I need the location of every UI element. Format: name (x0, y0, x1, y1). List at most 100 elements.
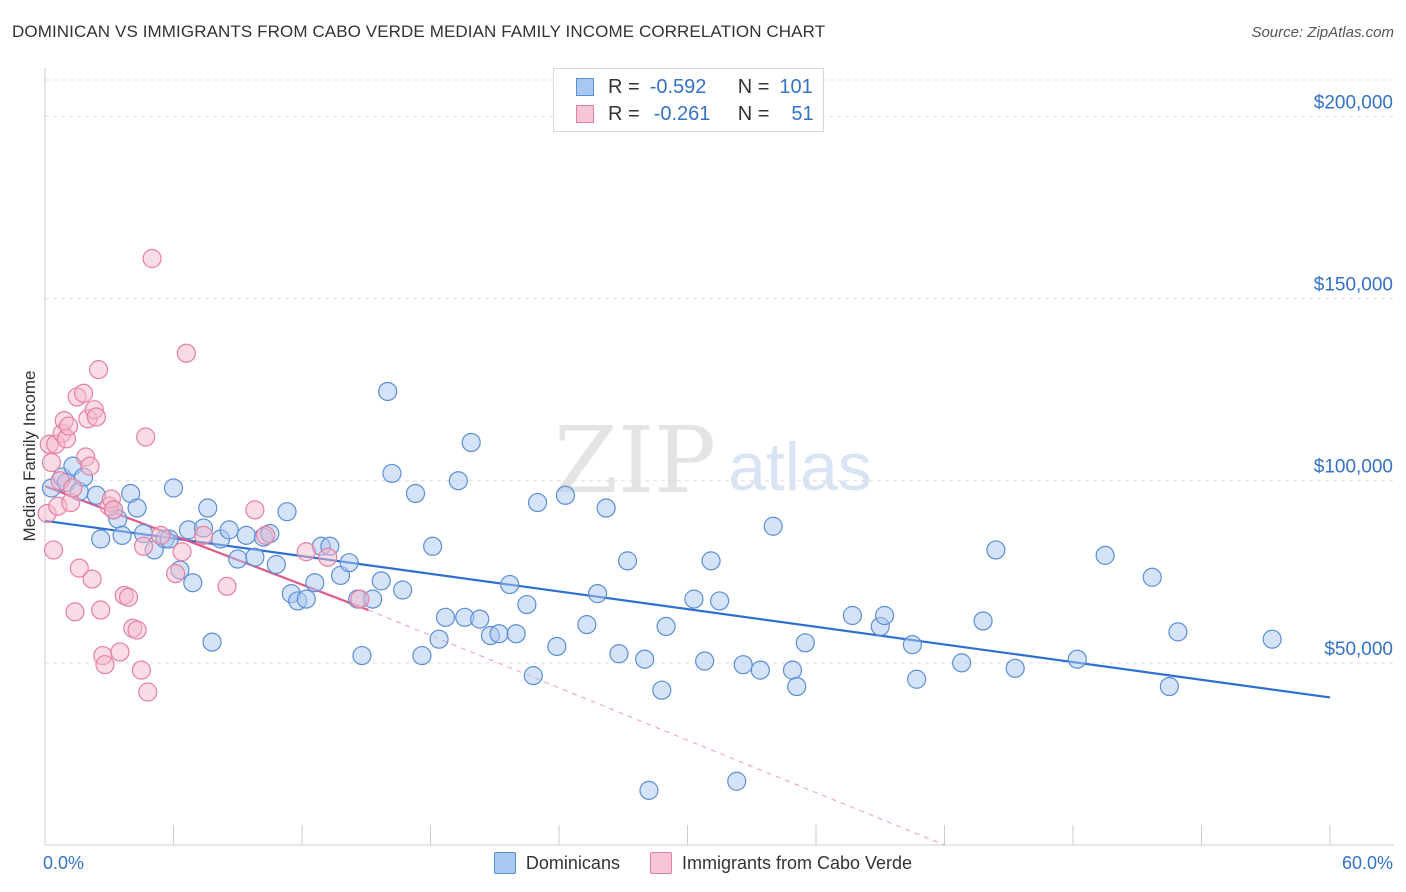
dominican-point (236, 525, 256, 545)
dominican-point (952, 653, 972, 673)
stats-row-dominicans: R = -0.592 N = 101 (576, 76, 813, 98)
dominican-trend-line (44, 519, 1331, 699)
cabo-verde-point (95, 655, 115, 675)
dominican-point (448, 471, 468, 491)
cabo-verde-point (43, 540, 64, 560)
dominican-point (587, 584, 608, 604)
dominican-point (596, 498, 616, 518)
dominican-point (470, 609, 490, 629)
dominican-point (202, 632, 222, 652)
stats-row-cabo-verde: R = -0.261 N = 51 (576, 103, 814, 125)
n-value: 101 (779, 75, 813, 98)
cabo-verde-point (69, 558, 89, 578)
dominican-point (1262, 629, 1282, 649)
dominican-point (378, 381, 398, 402)
dominican-point (339, 553, 359, 573)
cabo-verde-point (142, 248, 162, 269)
legend-swatch-blue (493, 852, 516, 874)
legend-swatch-pink (649, 852, 672, 874)
dominican-point (163, 478, 184, 498)
watermark-zip: ZIP (554, 407, 716, 514)
cabo-verde-point (110, 642, 130, 662)
legend-item-dominicans: Dominicans (493, 852, 620, 874)
cabo-verde-point (166, 564, 186, 584)
dominican-point (577, 615, 597, 635)
x-tick-label: 60.0% (1342, 853, 1393, 873)
cabo-verde-point (217, 576, 237, 596)
dominican-point (91, 529, 111, 549)
dominican-point (198, 498, 218, 518)
dominican-point (795, 633, 815, 653)
stats-swatch-blue (576, 78, 594, 96)
cabo-verde-point (82, 569, 102, 589)
n-value: 51 (791, 102, 814, 125)
x-tick-label: 0.0% (43, 853, 84, 873)
tick-labels: $50,000 $100,000 $150,000 $200,000 0.0% 60.0% (43, 92, 1393, 873)
cabo-verde-point (255, 525, 276, 545)
cabo-verde-point (296, 542, 316, 562)
cabo-verde-point (63, 478, 83, 498)
dominican-point (183, 573, 203, 593)
dominican-point (782, 660, 803, 680)
dominican-point (617, 551, 638, 571)
dominican-point (609, 644, 629, 664)
r-label: R = (608, 102, 640, 125)
cabo-verde-point (151, 525, 171, 545)
dominican-point (710, 591, 730, 611)
dominican-point (986, 540, 1006, 560)
r-value: -0.592 (649, 75, 707, 98)
dominican-point (435, 607, 456, 627)
dominican-point (305, 573, 325, 593)
dominican-point (382, 463, 402, 484)
axes (44, 68, 1394, 846)
dominican-point (461, 432, 481, 453)
dominican-point (902, 635, 922, 655)
y-tick-label: $200,000 (1314, 92, 1393, 113)
dominican-point (733, 655, 753, 675)
dominican-point (750, 660, 770, 680)
dominican-point (500, 574, 520, 595)
dominican-point (245, 547, 265, 567)
source-label: Source: ZipAtlas.com (1251, 24, 1394, 41)
cabo-verde-point (127, 620, 147, 640)
cabo-verde-point (91, 600, 111, 620)
r-value: -0.261 (653, 102, 711, 125)
dominican-point (695, 651, 715, 671)
dominican-point (555, 485, 576, 505)
dominican-point (652, 680, 672, 700)
trend-lines (44, 485, 1331, 846)
legend-label: Dominicans (525, 852, 620, 873)
dominican-point (684, 589, 704, 609)
dominican-point (506, 624, 526, 644)
dominican-point (763, 516, 783, 536)
y-tick-label: $50,000 (1324, 639, 1393, 660)
dominican-point (973, 611, 993, 631)
chart-title: DOMINICAN VS IMMIGRANTS FROM CABO VERDE … (12, 22, 826, 41)
dominican-point (1168, 622, 1188, 642)
dominican-point (127, 498, 147, 518)
dominican-point (907, 669, 927, 689)
dominican-point (727, 771, 747, 791)
cabo-verde-point (103, 500, 124, 520)
dominican-point (277, 502, 297, 522)
legend-item-cabo-verde: Immigrants from Cabo Verde (649, 852, 912, 874)
r-label: R = (608, 75, 640, 98)
dominican-point (371, 571, 391, 591)
cabo-verde-point (131, 660, 151, 680)
dominican-point (405, 483, 426, 504)
cabo-verde-point (318, 547, 338, 567)
cabo-verde-point (193, 525, 214, 545)
dominican-point (393, 580, 413, 600)
dominican-point (423, 536, 443, 556)
dominican-point (517, 594, 537, 615)
cabo-verde-trend-extension (368, 609, 945, 846)
dominican-point (296, 589, 316, 609)
dominican-point (1005, 658, 1025, 678)
dominican-point (547, 636, 567, 657)
dominican-point (429, 629, 449, 649)
dominican-point (112, 525, 132, 545)
y-tick-label: $100,000 (1314, 457, 1393, 478)
dominican-point (1095, 545, 1115, 565)
cabo-verde-point (41, 452, 62, 473)
